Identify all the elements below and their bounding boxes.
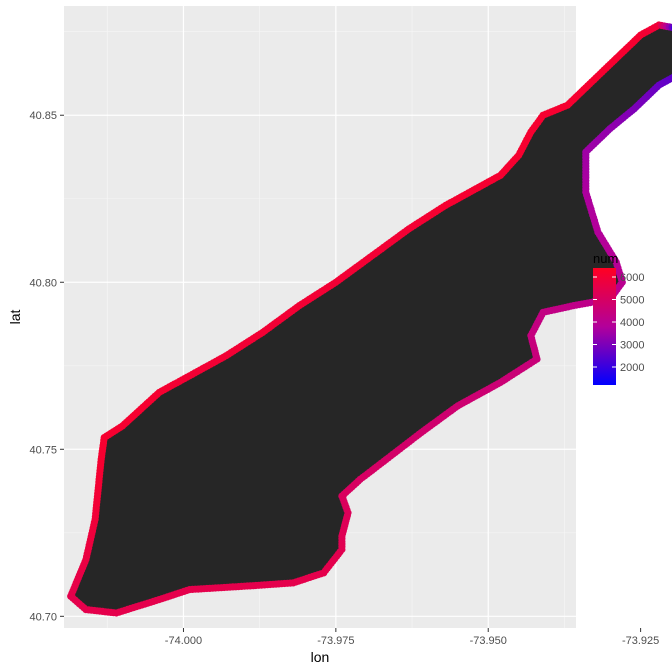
legend-label: 6000 (620, 272, 644, 284)
y-axis: 40.70 40.75 40.80 40.85 (29, 110, 64, 623)
y-tick-label: 40.80 (29, 277, 57, 289)
y-tick-label: 40.75 (29, 444, 57, 456)
y-tick-label: 40.85 (29, 110, 57, 122)
x-axis: -74.000 -73.975 -73.950 -73.925 (165, 628, 659, 647)
legend-ticks: 2000 3000 4000 5000 6000 (593, 272, 644, 374)
y-axis-title: lat (7, 310, 23, 325)
x-tick-label: -73.950 (470, 635, 507, 647)
color-legend: num 2000 3000 4000 5000 6000 (593, 251, 644, 385)
legend-label: 3000 (620, 340, 644, 352)
legend-color-bar (593, 268, 616, 385)
x-tick-label: -73.925 (622, 635, 659, 647)
x-axis-title: lon (311, 649, 330, 665)
legend-label: 2000 (620, 362, 644, 374)
coastline-points (67, 21, 672, 617)
coastline-point (69, 594, 77, 602)
island-fill (70, 25, 672, 613)
coastline-point (668, 23, 672, 31)
y-tick-label: 40.70 (29, 611, 57, 623)
manhattan-island-shape (70, 25, 672, 613)
x-tick-label: -73.975 (317, 635, 354, 647)
x-tick-label: -74.000 (165, 635, 202, 647)
legend-label: 4000 (620, 317, 644, 329)
legend-label: 5000 (620, 295, 644, 307)
legend-title: num (593, 251, 618, 266)
